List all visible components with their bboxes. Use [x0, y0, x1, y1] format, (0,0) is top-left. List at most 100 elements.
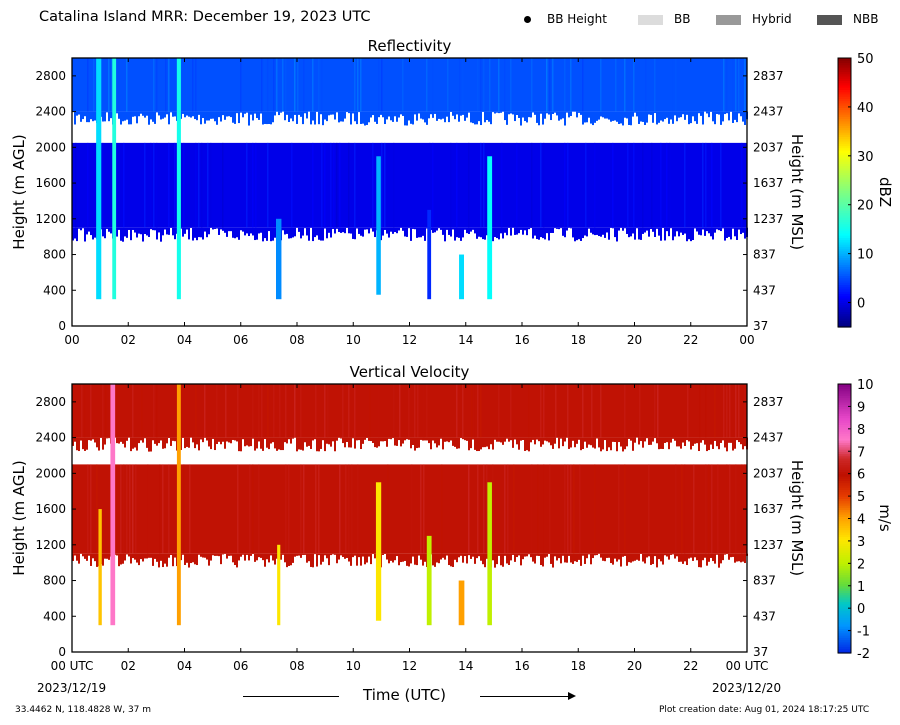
- layer-edge-bottom: [720, 437, 722, 443]
- colorbar-segment: [838, 275, 851, 279]
- layer-edge-bottom: [412, 111, 414, 125]
- layer-edge-bottom: [358, 437, 360, 441]
- layer-edge-bottom: [164, 111, 166, 118]
- colorbar-segment: [838, 214, 851, 218]
- layer-edge-bottom: [546, 227, 548, 234]
- layer-edge-bottom: [718, 437, 720, 450]
- layer-edge-bottom: [128, 111, 130, 125]
- colorbar-segment: [838, 552, 851, 555]
- layer-edge-bottom: [356, 437, 358, 441]
- layer-edge-bottom: [252, 437, 254, 439]
- layer-edge-bottom: [240, 437, 242, 452]
- layer-edge-bottom: [642, 553, 644, 562]
- layer-edge-bottom: [318, 437, 320, 452]
- layer-edge-bottom: [170, 111, 172, 113]
- layer-edge-bottom: [290, 553, 292, 566]
- colorbar-segment: [838, 318, 851, 321]
- layer-edge-bottom: [580, 437, 582, 451]
- y-tick-label-right: 837: [753, 574, 776, 588]
- layer-edge-bottom: [658, 227, 660, 236]
- layer-edge-bottom: [378, 437, 380, 447]
- layer-edge-bottom: [316, 437, 318, 452]
- layer-edge-bottom: [738, 227, 740, 230]
- layer-edge-bottom: [628, 553, 630, 563]
- colorbar-segment: [838, 239, 851, 243]
- layer-texture: [360, 58, 362, 112]
- layer-edge-bottom: [380, 437, 382, 442]
- layer-edge-bottom: [376, 437, 378, 448]
- colorbar-segment: [838, 102, 851, 106]
- layer-edge-bottom: [678, 111, 680, 118]
- layer-edge-bottom: [700, 553, 702, 568]
- bb-swatch-icon: [638, 14, 663, 25]
- layer-edge-bottom: [688, 437, 690, 442]
- layer-edge-bottom: [302, 227, 304, 236]
- layer-edge-bottom: [738, 437, 740, 443]
- colorbar-tick-label: 10: [857, 378, 874, 393]
- layer-edge-bottom: [268, 227, 270, 232]
- layer-edge-bottom: [586, 437, 588, 448]
- layer-edge-bottom: [540, 553, 542, 566]
- layer-texture: [738, 58, 740, 112]
- layer-texture: [480, 384, 482, 438]
- layer-edge-bottom: [740, 437, 742, 445]
- layer-edge-bottom: [242, 227, 244, 232]
- layer-edge-bottom: [496, 437, 498, 442]
- layer-edge-bottom: [130, 111, 132, 125]
- layer-edge-bottom: [372, 227, 374, 232]
- layer-edge-bottom: [742, 437, 744, 450]
- layer-edge-bottom: [502, 437, 504, 445]
- layer-edge-bottom: [378, 111, 380, 118]
- layer-texture: [378, 384, 380, 438]
- layer-edge-bottom: [612, 553, 614, 565]
- layer-edge-bottom: [672, 553, 674, 555]
- layer-edge-bottom: [544, 111, 546, 119]
- layer-edge-bottom: [238, 553, 240, 561]
- layer-edge-bottom: [242, 111, 244, 118]
- layer-edge-bottom: [186, 111, 188, 116]
- layer-edge-bottom: [718, 227, 720, 231]
- colorbar-segment: [838, 440, 851, 443]
- layer-edge-bottom: [278, 437, 280, 450]
- layer-edge-bottom: [118, 111, 120, 119]
- layer-edge-bottom: [280, 437, 282, 451]
- layer-edge-bottom: [692, 553, 694, 561]
- layer-edge-bottom: [156, 227, 158, 240]
- layer-edge-bottom: [204, 553, 206, 558]
- layer-edge-bottom: [188, 227, 190, 240]
- y-tick-label: 2800: [35, 69, 66, 83]
- layer-edge-bottom: [414, 111, 416, 115]
- layer-edge-bottom: [270, 437, 272, 444]
- layer-edge-bottom: [368, 553, 370, 557]
- colorbar-segment: [838, 306, 851, 310]
- layer-texture: [354, 142, 356, 228]
- layer-edge-bottom: [214, 111, 216, 122]
- layer-edge-bottom: [90, 111, 92, 120]
- layer-edge-bottom: [252, 111, 254, 121]
- layer-edge-bottom: [708, 111, 710, 118]
- colorbar-segment: [838, 163, 851, 167]
- layer-edge-bottom: [310, 553, 312, 567]
- layer-edge-bottom: [180, 553, 182, 561]
- layer-edge-bottom: [664, 437, 666, 443]
- layer-edge-bottom: [552, 437, 554, 449]
- layer-edge-bottom: [300, 553, 302, 558]
- layer-edge-bottom: [506, 227, 508, 236]
- layer-edge-bottom: [610, 111, 612, 122]
- colorbar-segment: [838, 147, 851, 151]
- layer-edge-bottom: [616, 111, 618, 122]
- layer-texture: [156, 58, 158, 112]
- layer-texture: [510, 384, 512, 438]
- layer-edge-bottom: [280, 111, 282, 113]
- layer-edge-bottom: [442, 553, 444, 558]
- layer-edge-bottom: [110, 111, 112, 119]
- layer-edge-bottom: [476, 553, 478, 559]
- layer-edge-bottom: [86, 437, 88, 450]
- layer-edge-bottom: [486, 111, 488, 121]
- layer-texture: [132, 464, 134, 554]
- layer-edge-bottom: [150, 227, 152, 230]
- layer-edge-bottom: [430, 111, 432, 115]
- layer-edge-bottom: [700, 111, 702, 116]
- layer-edge-bottom: [206, 227, 208, 238]
- layer-edge-bottom: [488, 111, 490, 122]
